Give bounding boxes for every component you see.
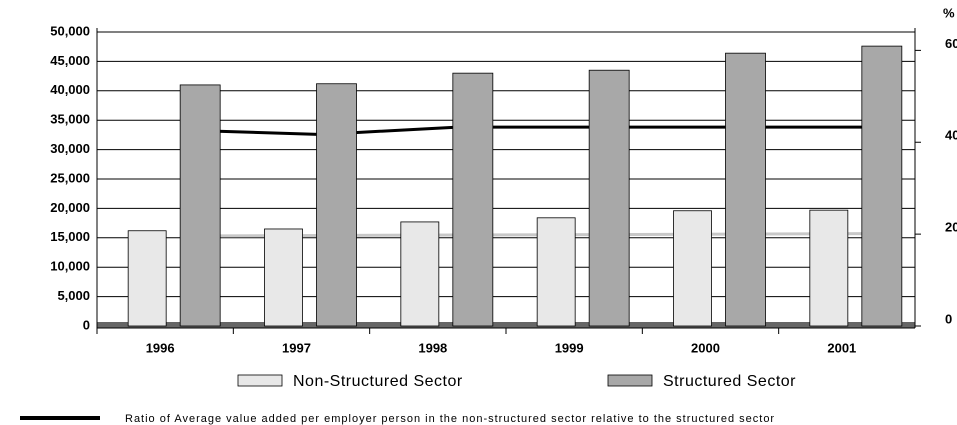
y-tick-label: 20,000	[50, 200, 90, 215]
y-tick-label: 0	[83, 317, 90, 332]
y-tick-label: 50,000	[50, 23, 90, 38]
bar	[316, 83, 357, 327]
bar	[264, 228, 303, 327]
bar	[861, 45, 903, 327]
y2-tick-label: 60	[945, 36, 957, 51]
y2-tick-label: 0	[945, 311, 952, 326]
bar	[452, 72, 494, 327]
legend-swatch	[237, 374, 283, 387]
bar	[179, 84, 221, 327]
bar	[809, 209, 849, 327]
y-tick-label: 5,000	[57, 288, 90, 303]
bar	[725, 52, 766, 327]
legend-label: Ratio of Average value added per employe…	[125, 413, 775, 425]
y-tick-label: 40,000	[50, 82, 90, 97]
y2-tick-label: 20	[945, 220, 957, 235]
bar	[400, 221, 440, 327]
x-tick-label: 1996	[146, 340, 175, 355]
bar	[673, 210, 712, 327]
bar	[588, 69, 630, 327]
y-tick-label: 45,000	[50, 53, 90, 68]
y-tick-label: 10,000	[50, 259, 90, 274]
x-tick-label: 1997	[282, 340, 311, 355]
y2-axis-label: %	[943, 5, 955, 20]
legend-swatch	[607, 374, 653, 387]
y2-tick-label: 40	[945, 128, 957, 143]
y-tick-label: 25,000	[50, 170, 90, 185]
legend-label: Structured Sector	[663, 373, 796, 390]
x-tick-label: 1999	[555, 340, 584, 355]
y-tick-label: 35,000	[50, 112, 90, 127]
x-tick-label: 2001	[827, 340, 856, 355]
bar	[536, 217, 576, 327]
x-tick-label: 1998	[418, 340, 447, 355]
y-tick-label: 30,000	[50, 141, 90, 156]
y-tick-label: 15,000	[50, 229, 90, 244]
x-tick-label: 2000	[691, 340, 720, 355]
legend-label: Non-Structured Sector	[293, 373, 463, 390]
floor	[97, 322, 915, 328]
bar	[127, 230, 167, 327]
